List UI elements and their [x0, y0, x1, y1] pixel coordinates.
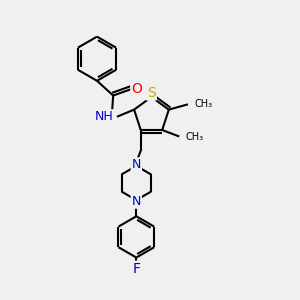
Text: F: F — [132, 262, 140, 276]
Text: CH₃: CH₃ — [194, 99, 213, 109]
Text: N: N — [132, 195, 141, 208]
Text: N: N — [132, 158, 141, 171]
Text: NH: NH — [95, 110, 114, 123]
Text: CH₃: CH₃ — [186, 131, 204, 142]
Text: O: O — [131, 82, 142, 96]
Text: S: S — [147, 85, 156, 100]
